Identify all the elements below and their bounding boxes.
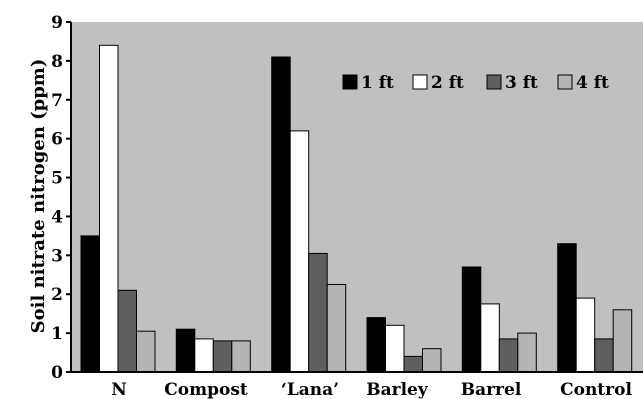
x-category-label: ‘Lana’ xyxy=(281,380,339,399)
y-axis-label: Soil nitrate nitrogen (ppm) xyxy=(28,59,49,334)
bar-3ft-0 xyxy=(117,289,137,373)
y-tick-label: 9 xyxy=(51,13,63,33)
legend-label: 4 ft xyxy=(576,73,609,93)
bar-3ft-4 xyxy=(498,338,519,373)
bars-group xyxy=(80,44,633,373)
bar-2ft-1 xyxy=(194,338,214,373)
legend-swatch xyxy=(412,74,428,90)
x-category-labels: N Compost ‘Lana’ Barley Barrel Control xyxy=(111,380,632,399)
bar-4ft-4 xyxy=(517,332,537,373)
y-tick-labels: 0 1 2 3 4 5 6 7 8 9 xyxy=(51,13,63,383)
bar-4ft-5 xyxy=(612,309,633,373)
bar-1ft-4 xyxy=(461,266,482,373)
y-tick-label: 7 xyxy=(51,91,63,111)
axes-group xyxy=(66,21,643,373)
bar-3ft-3 xyxy=(403,355,423,373)
bar-1ft-5 xyxy=(557,243,577,373)
legend-label: 1 ft xyxy=(361,73,394,93)
x-category-label: Barrel xyxy=(461,380,522,399)
x-category-label: N xyxy=(111,380,127,399)
legend-swatch xyxy=(557,74,573,90)
bar-2ft-2 xyxy=(289,130,310,373)
legend-label: 3 ft xyxy=(505,73,538,93)
y-tick-label: 4 xyxy=(51,207,63,227)
bar-1ft-2 xyxy=(271,56,291,373)
bar-2ft-3 xyxy=(385,324,405,373)
x-category-label: Barley xyxy=(366,380,429,399)
y-tick-label: 2 xyxy=(51,285,63,305)
bar-3ft-2 xyxy=(308,252,328,373)
bar-2ft-4 xyxy=(480,303,500,373)
x-category-label: Control xyxy=(560,380,632,399)
bar-4ft-2 xyxy=(326,284,347,373)
y-tick-label: 1 xyxy=(51,324,63,344)
bar-4ft-3 xyxy=(422,348,442,373)
bar-4ft-1 xyxy=(231,340,251,373)
legend: 1 ft 2 ft 3 ft 4 ft xyxy=(342,73,609,93)
bar-1ft-3 xyxy=(366,317,386,373)
bar-4ft-0 xyxy=(136,330,156,373)
x-category-label: Compost xyxy=(164,380,248,399)
bar-1ft-1 xyxy=(175,328,196,373)
y-tick-label: 0 xyxy=(51,363,63,383)
bar-3ft-5 xyxy=(594,338,614,373)
bar-2ft-0 xyxy=(99,44,119,373)
y-tick-label: 6 xyxy=(51,130,63,150)
legend-swatch xyxy=(486,74,502,90)
bar-3ft-1 xyxy=(212,340,233,373)
bar-2ft-5 xyxy=(575,297,596,373)
y-tick-label: 5 xyxy=(51,169,63,189)
bar-1ft-0 xyxy=(80,235,100,373)
legend-label: 2 ft xyxy=(431,73,464,93)
y-tick-label: 3 xyxy=(51,246,63,266)
legend-swatch xyxy=(342,74,358,90)
y-tick-label: 8 xyxy=(51,52,63,72)
